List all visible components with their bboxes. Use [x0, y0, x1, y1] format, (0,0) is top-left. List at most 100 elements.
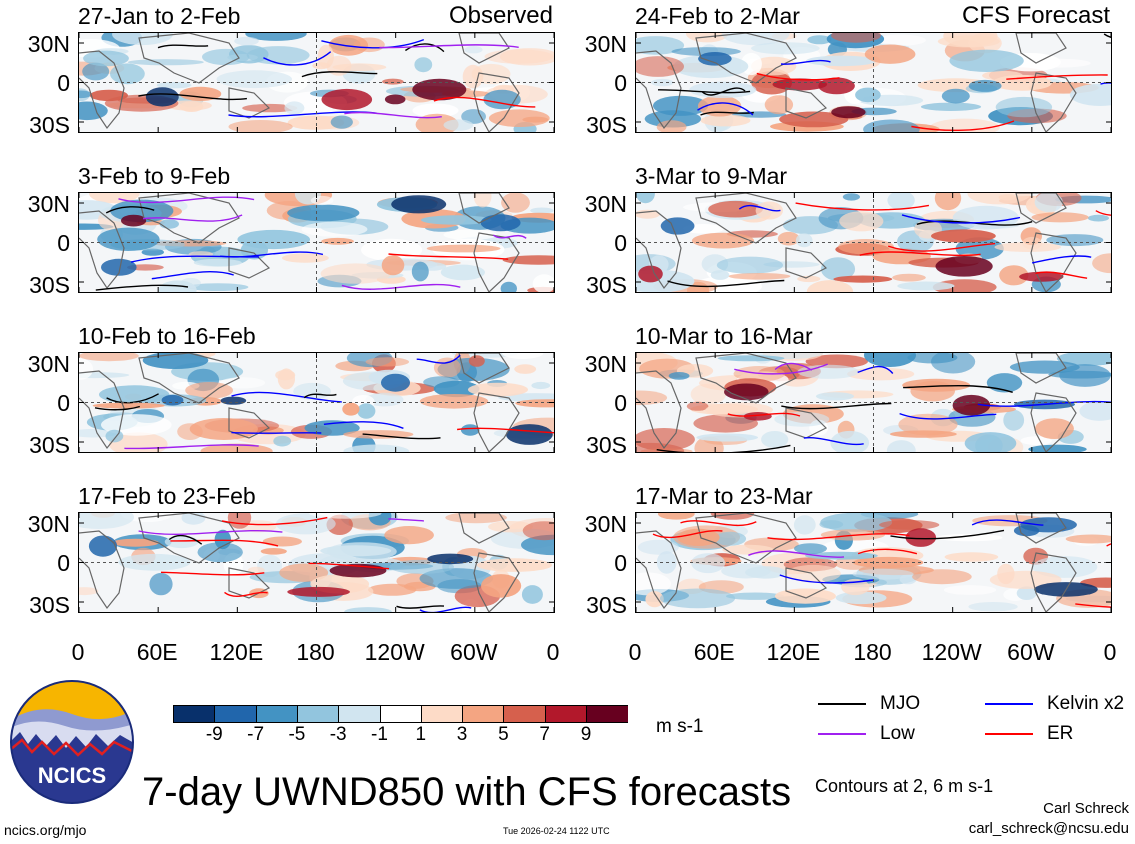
anomaly-patch — [293, 382, 331, 400]
panel-date-range: 17-Feb to 23-Feb — [78, 483, 256, 509]
anomaly-patch — [164, 535, 199, 549]
contour-line — [901, 214, 1021, 224]
units-label: m s-1 — [656, 716, 704, 737]
anomaly-patch — [79, 353, 139, 362]
anomaly-patch — [1065, 534, 1111, 544]
contour-line — [652, 529, 723, 539]
anomaly-patch — [728, 273, 791, 280]
anomaly-core — [391, 195, 447, 214]
anomaly-patch — [855, 87, 881, 103]
anomaly-patch — [936, 533, 1003, 542]
contour-line — [781, 402, 892, 410]
anomaly-patch — [831, 33, 881, 43]
anomaly-core — [698, 52, 732, 66]
anomaly-patch — [79, 90, 92, 99]
colorbar-tick-label: 3 — [456, 724, 468, 745]
anomaly-core — [935, 256, 993, 277]
ncics-logo: NCICS — [10, 680, 134, 804]
anomaly-patch — [793, 515, 816, 535]
anomaly-patch — [443, 119, 474, 131]
anomaly-patch — [127, 59, 204, 66]
anomaly-patch — [819, 520, 844, 529]
contour-line — [388, 253, 509, 260]
anomaly-patch — [864, 44, 916, 64]
contour-line — [780, 59, 831, 65]
anomaly-patch — [863, 119, 920, 132]
anomaly-patch — [637, 539, 679, 555]
anomaly-patch — [944, 552, 999, 562]
contour-line — [321, 38, 425, 49]
y-tick-label: 0 — [614, 70, 627, 96]
legend-item-er: ER — [985, 724, 1073, 743]
contour-line — [95, 284, 189, 291]
anomaly-core — [381, 373, 410, 392]
anomaly-patch — [245, 33, 307, 41]
anomaly-patch — [112, 538, 159, 547]
anomaly-core — [638, 265, 663, 283]
coastline — [473, 72, 520, 132]
map-canvas — [79, 353, 554, 452]
coastline — [473, 392, 520, 452]
x-tick-label: 0 — [1103, 639, 1117, 665]
anomaly-patch — [636, 56, 684, 77]
anomaly-patch — [842, 193, 860, 201]
anomaly-patch — [1032, 556, 1098, 578]
contour-line — [388, 518, 424, 522]
anomaly-core — [905, 528, 937, 547]
anomaly-map — [635, 32, 1112, 133]
anomaly-patch — [384, 526, 434, 545]
anomaly-core — [772, 78, 828, 91]
y-tick-label: 0 — [614, 550, 627, 576]
logo-text: NCICS — [38, 763, 106, 788]
anomaly-patch — [721, 563, 771, 579]
anomaly-patch — [471, 63, 511, 85]
anomaly-patch — [332, 63, 387, 71]
anomaly-patch — [761, 431, 789, 448]
coastline — [458, 33, 510, 64]
anomaly-patch — [287, 115, 345, 130]
anomaly-patch — [677, 528, 720, 546]
anomaly-patch — [105, 429, 124, 443]
x-tick-label: 60E — [693, 639, 735, 665]
anomaly-patch — [118, 553, 191, 571]
x-tick-label: 120W — [921, 639, 982, 665]
anomaly-patch — [89, 89, 128, 102]
coastline — [458, 513, 510, 544]
site-link[interactable]: ncics.org/mjo — [4, 822, 87, 838]
anomaly-patch — [696, 433, 758, 442]
coastline — [79, 50, 125, 130]
anomaly-patch — [764, 95, 794, 115]
anomaly-patch — [473, 193, 492, 208]
y-tick-label: 30N — [584, 511, 627, 537]
contour-line — [767, 533, 910, 541]
contour-line — [1075, 603, 1111, 608]
contour-line — [911, 120, 1015, 132]
contour-line — [94, 405, 141, 411]
anomaly-patch — [368, 583, 417, 596]
anomaly-patch — [320, 263, 391, 284]
anomaly-patch — [1003, 409, 1025, 431]
contour-line — [738, 204, 781, 212]
colorbar-tick-label: -7 — [247, 724, 265, 745]
anomaly-patch — [636, 572, 671, 596]
contour-line — [323, 421, 404, 429]
anomaly-map — [78, 512, 555, 613]
y-tick-label: 30N — [584, 31, 627, 57]
anomaly-patch — [806, 55, 877, 67]
coastline — [473, 232, 520, 292]
coastline — [636, 210, 682, 290]
map-canvas — [79, 33, 554, 132]
contour-line — [899, 412, 997, 420]
anomaly-patch — [999, 265, 1029, 286]
anomaly-patch — [968, 79, 1002, 92]
contour-line — [727, 412, 801, 417]
anomaly-patch — [941, 88, 970, 104]
contour-line — [416, 354, 461, 364]
map-canvas — [636, 193, 1111, 292]
x-tick-label: 0 — [71, 639, 85, 665]
anomaly-patch — [717, 355, 785, 362]
y-tick-label: 30S — [586, 432, 627, 458]
anomaly-map — [635, 192, 1112, 293]
anomaly-patch — [344, 607, 392, 612]
anomaly-patch — [807, 35, 832, 45]
